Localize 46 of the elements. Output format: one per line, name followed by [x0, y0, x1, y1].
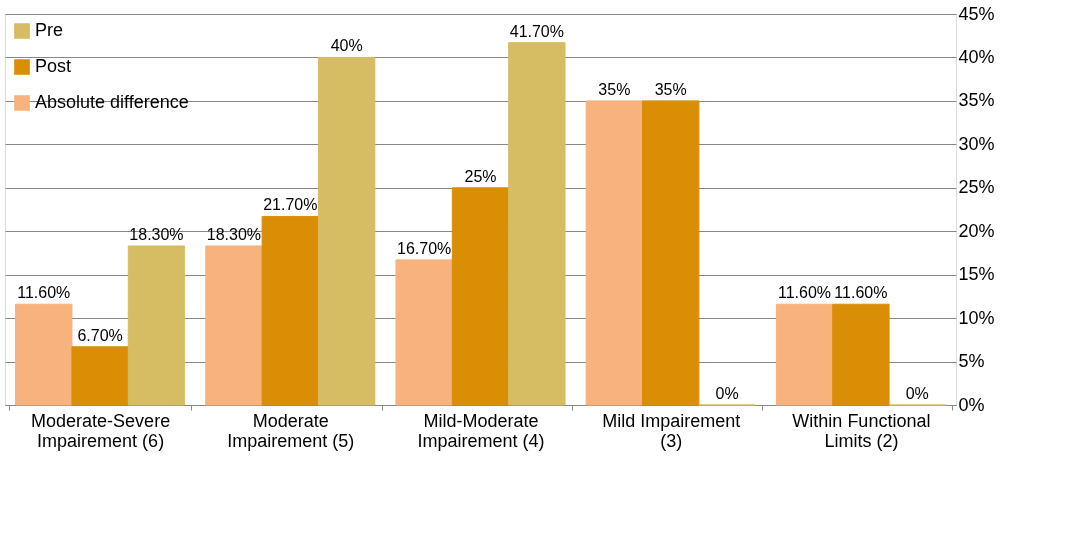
y-tick-label: 5% [958, 351, 985, 372]
data-label: 18.30% [129, 225, 184, 243]
data-label: 0% [905, 385, 929, 402]
data-label: 18.30% [206, 225, 262, 243]
y-tick-label: 0% [958, 394, 985, 415]
data-label: 41.70% [509, 22, 564, 40]
bar [775, 303, 834, 406]
bar [15, 303, 73, 406]
y-tick-label: 25% [958, 177, 995, 198]
legend-label: Pre [35, 20, 64, 40]
bar [508, 42, 566, 406]
legend-label: Absolute difference [35, 92, 189, 112]
y-tick-label: 40% [958, 46, 995, 67]
bar [642, 100, 700, 406]
data-label: 6.70% [77, 326, 123, 344]
y-tick-label: 30% [958, 133, 995, 154]
data-label: 0% [715, 385, 739, 402]
data-label: 35% [654, 80, 687, 98]
bar [261, 215, 319, 406]
y-tick-label: 10% [958, 307, 995, 328]
y-tick-label: 15% [958, 264, 995, 285]
legend-label: Post [35, 56, 72, 76]
bar [451, 187, 510, 406]
data-label: 21.70% [263, 196, 318, 214]
data-label: 11.60% [778, 284, 832, 302]
x-tick-label: Moderate-Severe Impairement (6) [31, 410, 171, 451]
x-tick-label: Mild-Moderate Impairement (4) [417, 410, 545, 451]
data-label: 16.70% [397, 239, 452, 257]
y-tick-label: 45% [958, 3, 995, 24]
bar [317, 56, 376, 406]
x-tick-label: Within Functional Limits (2) [792, 410, 931, 451]
bar [71, 346, 129, 406]
data-label: 11.60% [17, 284, 71, 302]
y-tick-label: 35% [958, 90, 995, 111]
bar [395, 259, 453, 406]
bar [585, 100, 644, 406]
data-label: 11.60% [834, 284, 888, 302]
data-label: 35% [598, 80, 631, 98]
bar [832, 303, 890, 406]
bar [205, 245, 263, 406]
bar [127, 245, 186, 406]
x-tick-label: Moderate Impairement (5) [227, 410, 355, 451]
data-label: 40% [330, 37, 363, 55]
data-label: 25% [464, 167, 497, 185]
x-tick-label: Mild Impairement (3) [602, 410, 741, 451]
y-tick-label: 20% [958, 220, 995, 241]
